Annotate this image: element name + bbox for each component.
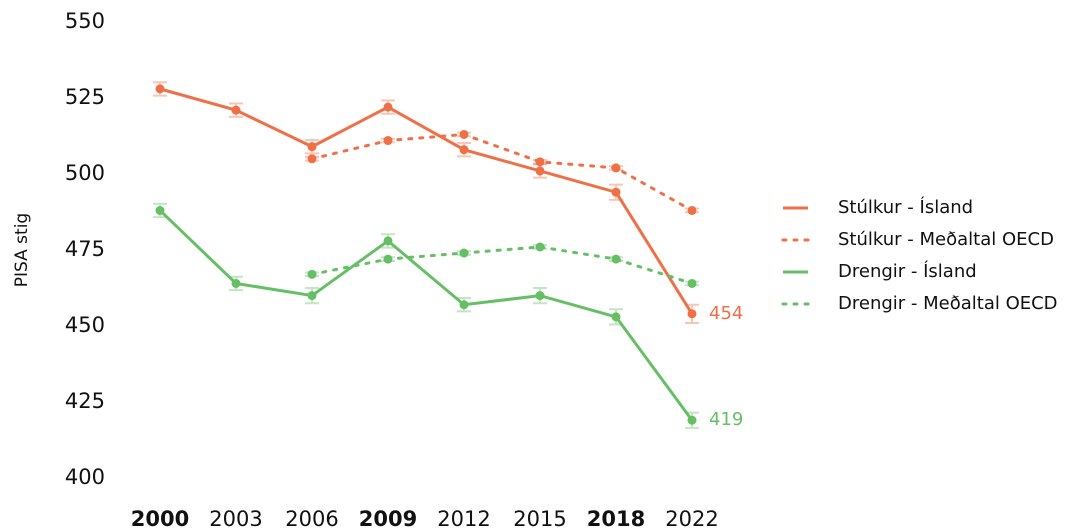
point <box>231 278 241 288</box>
legend-label: Drengir - Meðaltal OECD <box>838 293 1058 314</box>
y-tick-label: 475 <box>65 237 105 261</box>
point <box>231 105 241 115</box>
series-line <box>310 132 694 212</box>
point <box>307 154 317 164</box>
point <box>155 84 165 94</box>
point <box>307 269 317 279</box>
point <box>459 300 469 310</box>
y-tick-label: 550 <box>65 9 105 33</box>
series-line <box>310 245 694 285</box>
legend-label: Stúlkur - Ísland <box>838 196 973 218</box>
x-tick-label: 2015 <box>513 507 566 531</box>
y-tick-label: 525 <box>65 85 105 109</box>
series-line <box>158 209 694 422</box>
point <box>611 312 621 322</box>
point <box>383 254 393 264</box>
x-tick-label: 2018 <box>587 507 645 531</box>
point <box>459 129 469 139</box>
x-tick-label: 2003 <box>209 507 262 531</box>
point <box>383 236 393 246</box>
y-tick-label: 425 <box>65 389 105 413</box>
legend-label: Drengir - Ísland <box>838 260 977 282</box>
point <box>535 291 545 301</box>
data-label: 454 <box>709 303 743 324</box>
y-axis-label: PISA stig <box>12 213 32 287</box>
point <box>687 415 697 425</box>
point <box>611 163 621 173</box>
point <box>383 136 393 146</box>
series-line <box>159 87 694 315</box>
x-tick-label: 2012 <box>437 507 490 531</box>
point <box>611 187 621 197</box>
y-tick-label: 500 <box>65 161 105 185</box>
point <box>611 254 621 264</box>
x-tick-label: 2009 <box>359 507 417 531</box>
legend-label: Stúlkur - Meðaltal OECD <box>838 229 1054 250</box>
data-label: 419 <box>709 409 743 430</box>
y-tick-label: 450 <box>65 313 105 337</box>
point <box>535 157 545 167</box>
point <box>535 166 545 176</box>
point <box>687 278 697 288</box>
x-tick-label: 2006 <box>285 507 338 531</box>
point <box>459 145 469 155</box>
x-tick-label: 2022 <box>665 507 718 531</box>
point <box>687 309 697 319</box>
point <box>307 291 317 301</box>
point <box>535 242 545 252</box>
point <box>155 205 165 215</box>
point <box>459 248 469 258</box>
y-tick-label: 400 <box>65 465 105 489</box>
point <box>383 102 393 112</box>
point <box>307 142 317 152</box>
point <box>687 205 697 215</box>
x-tick-label: 2000 <box>131 507 189 531</box>
